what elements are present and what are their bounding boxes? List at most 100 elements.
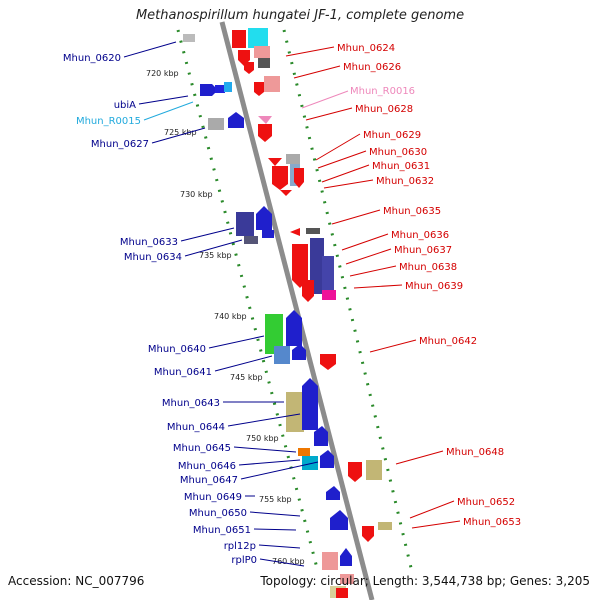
gene-block[interactable] — [286, 392, 304, 432]
gene-arrow[interactable] — [336, 588, 348, 598]
gene-arrow[interactable] — [302, 378, 318, 430]
gene-block[interactable] — [378, 522, 392, 530]
left-gene-labels: Mhun_0620 ubiA Mhun_R0015 Mhun_0627 Mhun… — [63, 41, 319, 567]
left-gene-blocks — [183, 34, 352, 598]
gene-arrow[interactable] — [200, 84, 218, 96]
gene-label-right[interactable]: Mhun_R0016 — [350, 86, 415, 97]
gene-block[interactable] — [215, 85, 225, 93]
gene-label-left[interactable]: Mhun_0633 — [120, 237, 178, 248]
gene-label-right[interactable]: Mhun_0652 — [457, 497, 515, 508]
gene-arrow[interactable] — [256, 206, 272, 230]
gene-label-left[interactable]: Mhun_0644 — [167, 422, 225, 433]
right-gene-labels: Mhun_0624 Mhun_0626 Mhun_R0016 Mhun_0628… — [285, 43, 521, 529]
gene-arrow[interactable] — [254, 82, 264, 96]
gene-block[interactable] — [322, 256, 334, 294]
gene-arrow[interactable] — [280, 190, 292, 196]
gene-arrow[interactable] — [290, 228, 300, 236]
gene-arrow[interactable] — [228, 112, 244, 128]
gene-label-left[interactable]: Mhun_0651 — [193, 525, 251, 536]
gene-block[interactable] — [258, 58, 270, 68]
gene-label-left[interactable]: Mhun_0650 — [189, 508, 247, 519]
gene-arrow[interactable] — [292, 344, 306, 360]
gene-arrow[interactable] — [294, 168, 304, 188]
kbp-tick: 750 kbp — [246, 434, 279, 443]
gene-label-right[interactable]: Mhun_0630 — [369, 147, 427, 158]
gene-arrow[interactable] — [244, 62, 254, 74]
genome-title: Methanospirillum hungatei JF-1, complete… — [135, 8, 465, 23]
gene-arrow[interactable] — [258, 124, 272, 142]
gene-arrow[interactable] — [292, 244, 308, 288]
kbp-tick: 725 kbp — [164, 128, 197, 137]
gene-label-right[interactable]: Mhun_0631 — [372, 161, 430, 172]
kbp-tick: 735 kbp — [199, 251, 232, 260]
gene-block[interactable] — [306, 228, 320, 234]
gene-label-right[interactable]: Mhun_0642 — [419, 336, 477, 347]
gene-block[interactable] — [264, 76, 280, 92]
gene-arrow[interactable] — [302, 280, 314, 302]
gene-block[interactable] — [248, 28, 268, 48]
gene-arrow[interactable] — [286, 310, 302, 346]
gene-label-left[interactable]: Mhun_0646 — [178, 461, 236, 472]
gene-label-left[interactable]: Mhun_0634 — [124, 252, 182, 263]
gene-label-left[interactable]: rplP0 — [231, 555, 257, 566]
gene-label-left[interactable]: Mhun_0620 — [63, 53, 121, 64]
gene-arrow[interactable] — [326, 486, 340, 500]
gene-arrow[interactable] — [348, 462, 362, 482]
gene-arrow[interactable] — [314, 426, 328, 446]
gene-arrow[interactable] — [258, 116, 272, 124]
gene-label-left[interactable]: Mhun_0641 — [154, 367, 212, 378]
gene-arrow[interactable] — [272, 166, 288, 190]
gene-label-right[interactable]: Mhun_0653 — [463, 517, 521, 528]
gene-label-right[interactable]: Mhun_0629 — [363, 130, 421, 141]
gene-block[interactable] — [340, 574, 354, 584]
gene-arrow[interactable] — [268, 158, 282, 166]
gene-block[interactable] — [298, 448, 310, 456]
gene-block[interactable] — [254, 46, 270, 58]
gene-label-left[interactable]: Mhun_0647 — [180, 475, 238, 486]
gene-block[interactable] — [322, 552, 338, 570]
gene-block[interactable] — [183, 34, 195, 42]
gene-block[interactable] — [274, 346, 290, 364]
gene-label-right[interactable]: Mhun_0648 — [446, 447, 504, 458]
gene-label-left[interactable]: Mhun_0627 — [91, 139, 149, 150]
gene-label-right[interactable]: Mhun_0638 — [399, 262, 457, 273]
gene-label-right[interactable]: Mhun_0636 — [391, 230, 449, 241]
gene-arrow[interactable] — [330, 510, 348, 530]
gene-label-right[interactable]: Mhun_0639 — [405, 281, 463, 292]
gene-label-left[interactable]: Mhun_0649 — [184, 492, 242, 503]
gene-block[interactable] — [232, 30, 246, 48]
kbp-tick: 755 kbp — [259, 495, 292, 504]
gene-arrow[interactable] — [320, 354, 336, 370]
gene-block[interactable] — [265, 314, 283, 354]
gene-arrow[interactable] — [362, 526, 374, 542]
gene-block[interactable] — [262, 230, 274, 238]
gene-block[interactable] — [208, 118, 224, 130]
gene-label-left[interactable]: rpl12p — [224, 541, 256, 552]
gene-label-left[interactable]: Mhun_R0015 — [76, 116, 141, 127]
gene-block[interactable] — [366, 460, 382, 480]
gene-label-right[interactable]: Mhun_0637 — [394, 245, 452, 256]
gene-label-left[interactable]: Mhun_0645 — [173, 443, 231, 454]
gene-label-right[interactable]: Mhun_0626 — [343, 62, 401, 73]
gene-block[interactable] — [286, 154, 300, 164]
gene-label-right[interactable]: Mhun_0624 — [337, 43, 395, 54]
gene-label-left[interactable]: Mhun_0643 — [162, 398, 220, 409]
gene-block[interactable] — [302, 456, 318, 470]
gene-block[interactable] — [224, 82, 232, 92]
kbp-tick: 740 kbp — [214, 312, 247, 321]
gene-arrow[interactable] — [320, 450, 334, 468]
gene-block[interactable] — [322, 290, 336, 300]
left-dotted-track — [176, 29, 320, 573]
gene-label-left[interactable]: ubiA — [114, 100, 136, 111]
gene-block[interactable] — [236, 212, 254, 236]
kbp-tick: 760 kbp — [272, 557, 305, 566]
gene-arrow[interactable] — [340, 548, 352, 566]
right-gene-blocks — [232, 28, 392, 598]
gene-label-right[interactable]: Mhun_0628 — [355, 104, 413, 115]
gene-label-left[interactable]: Mhun_0640 — [148, 344, 206, 355]
kbp-tick: 730 kbp — [180, 190, 213, 199]
gene-block[interactable] — [244, 236, 258, 244]
gene-label-right[interactable]: Mhun_0635 — [383, 206, 441, 217]
gene-label-right[interactable]: Mhun_0632 — [376, 176, 434, 187]
